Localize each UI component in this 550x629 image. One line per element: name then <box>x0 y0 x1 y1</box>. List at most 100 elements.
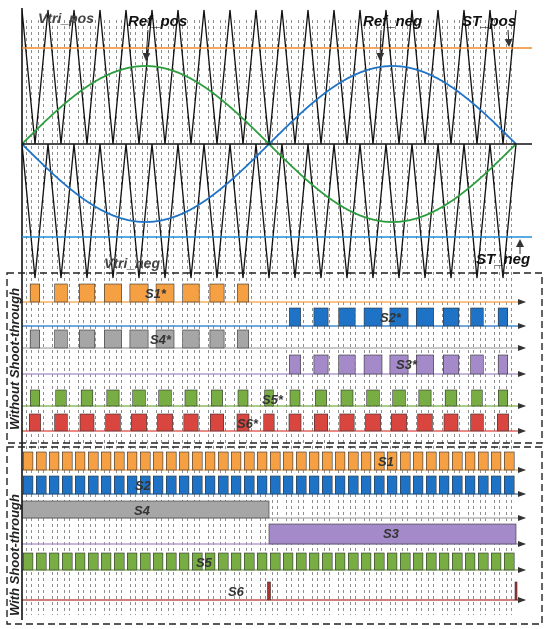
gate-pulse <box>88 451 99 471</box>
gate-pulse <box>54 413 68 432</box>
baseline-arrow <box>518 299 526 305</box>
gate-pulse <box>392 389 406 407</box>
gate-pulse <box>373 475 385 495</box>
gate-pulse <box>490 475 502 495</box>
gate-pulse <box>129 329 149 349</box>
with-section-label: With Shoot-through <box>7 494 22 616</box>
gate-pulse <box>101 552 112 571</box>
gate-pulse <box>237 329 249 349</box>
gate-pulse <box>451 475 463 495</box>
gate-pulse <box>22 475 34 495</box>
gate-pulse <box>114 451 125 471</box>
gate-pulse <box>451 451 463 471</box>
gate-pulse <box>132 389 146 407</box>
gate-pulse <box>399 552 411 571</box>
baseline-arrow <box>518 491 526 497</box>
gate-pulse <box>425 451 437 471</box>
gate-pulse <box>313 413 328 432</box>
st-pos-label: ST_pos <box>462 13 516 30</box>
gate-pulse <box>104 329 122 349</box>
gate-pulse <box>373 451 385 471</box>
gate-pulse <box>282 475 294 495</box>
gate-pulse <box>415 354 434 375</box>
gate-pulse <box>321 475 333 495</box>
with-shoot-through-box <box>6 446 543 625</box>
gate-pulse <box>389 307 409 327</box>
gate-pulse <box>263 413 275 432</box>
without-shoot-through-box <box>6 272 543 444</box>
st-neg-label: ST_neg <box>476 251 530 268</box>
gate-pulse <box>211 389 223 407</box>
gate-pulse <box>497 307 509 327</box>
gate-pulse <box>131 413 147 432</box>
vtri-neg-label: Vtri_neg <box>104 255 160 271</box>
gate-pulse <box>451 552 463 571</box>
baseline-arrow <box>518 515 526 521</box>
gate-pulse <box>389 354 409 375</box>
gate-pulse <box>48 552 60 571</box>
gate-pulse <box>210 413 225 432</box>
gate-pulse <box>347 475 359 495</box>
gate-pulse <box>54 329 68 349</box>
gate-pulse <box>140 475 151 495</box>
gate-pulse <box>438 552 450 571</box>
gate-pulse <box>497 354 509 375</box>
gate-pulse <box>237 389 249 407</box>
gate-pulse <box>192 451 203 471</box>
gate-pulse <box>288 413 302 432</box>
gate-pulse <box>61 552 73 571</box>
gate-pulse <box>269 475 281 495</box>
gate-pulse <box>205 552 216 571</box>
gate-pulse <box>104 283 122 303</box>
gate-pulse <box>340 389 354 407</box>
gate-pulse <box>22 552 34 571</box>
signal-label-without: S6* <box>237 416 259 431</box>
gate-pulse <box>386 451 398 471</box>
gate-pulse <box>48 475 60 495</box>
ref-neg-label: Ref_neg <box>363 13 422 30</box>
gate-pulse <box>114 552 125 571</box>
gate-pulse <box>514 581 518 601</box>
gate-pulse <box>464 475 476 495</box>
gate-pulse <box>412 552 424 571</box>
gate-pulse <box>496 413 509 432</box>
gate-pulse <box>470 413 484 432</box>
gate-pulse <box>438 451 450 471</box>
gate-pulse <box>321 451 333 471</box>
baseline-arrow <box>518 428 526 434</box>
gate-pulse <box>22 451 34 471</box>
vtri-neg-carrier <box>21 143 517 279</box>
gate-pulse <box>256 475 268 495</box>
gate-pulse <box>209 283 225 303</box>
gate-pulse <box>231 475 242 495</box>
gate-pulse <box>338 354 356 375</box>
gate-pulse <box>48 451 60 471</box>
gate-pulse <box>391 413 407 432</box>
gate-pulse <box>464 552 476 571</box>
gate-pulse <box>338 307 356 327</box>
signal-label-with: S5 <box>196 555 213 570</box>
gate-pulse <box>295 552 307 571</box>
gate-pulse <box>79 413 95 432</box>
gate-pulse <box>268 523 517 545</box>
ref-pos-arrow <box>142 29 151 61</box>
gate-pulse <box>477 451 489 471</box>
gate-pulse <box>470 354 484 375</box>
gate-pulse <box>264 389 274 407</box>
gate-pulse <box>29 329 41 349</box>
gate-pulse <box>55 389 67 407</box>
gate-pulse <box>295 451 307 471</box>
gate-pulse <box>29 389 40 407</box>
ref-pos-label: Ref_pos <box>128 13 187 30</box>
signal-label-with: S4 <box>134 503 151 518</box>
gate-pulse <box>503 475 515 495</box>
gate-pulse <box>365 413 381 432</box>
gate-pulse <box>464 451 476 471</box>
gate-pulse <box>490 451 502 471</box>
gate-pulse <box>129 283 149 303</box>
gate-pulse <box>155 283 175 303</box>
signal-label-with: S2 <box>135 478 152 493</box>
gate-pulse <box>61 451 73 471</box>
gate-pulse <box>425 475 437 495</box>
gate-pulse <box>209 329 225 349</box>
